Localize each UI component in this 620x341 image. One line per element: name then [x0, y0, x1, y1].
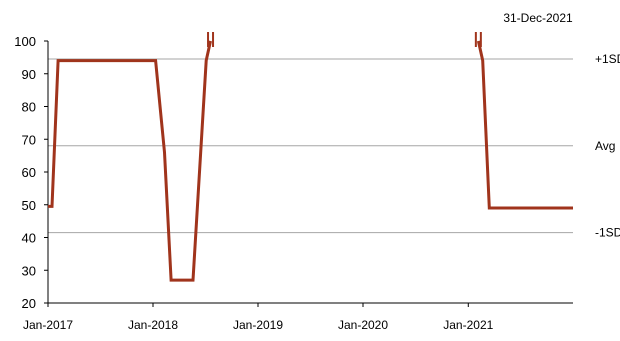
y-tick-label: 40 — [22, 231, 36, 246]
y-tick-label: 80 — [22, 100, 36, 115]
reference-label-minus-1sd: -1SD — [595, 226, 620, 240]
break-marker — [474, 32, 482, 47]
y-tick-label: 30 — [22, 263, 36, 278]
x-tick-label: Jan-2020 — [338, 318, 388, 332]
x-tick-label: Jan-2017 — [23, 318, 73, 332]
y-axis-ticks: 100 90 80 70 60 50 40 30 20 — [14, 34, 48, 311]
axes — [47, 41, 573, 304]
y-tick-label: 100 — [14, 34, 36, 49]
series-line — [48, 40, 212, 282]
y-tick-label: 20 — [22, 296, 36, 311]
reference-lines: +1SD Avg -1SD — [48, 52, 620, 240]
series-line — [476, 40, 573, 210]
y-tick-label: 60 — [22, 165, 36, 180]
date-annotation: 31-Dec-2021 — [503, 11, 573, 25]
x-axis-ticks: Jan-2017 Jan-2018 Jan-2019 Jan-2020 Jan-2021 — [23, 303, 494, 332]
x-tick-label: Jan-2021 — [443, 318, 493, 332]
x-tick-label: Jan-2019 — [233, 318, 283, 332]
y-tick-label: 70 — [22, 132, 36, 147]
break-marker — [207, 32, 215, 47]
y-tick-label: 90 — [22, 67, 36, 82]
x-tick-label: Jan-2018 — [128, 318, 178, 332]
reference-label-plusminus-1sd: +1SD — [595, 52, 620, 66]
reference-label-avg: Avg — [595, 139, 615, 153]
y-tick-label: 50 — [22, 198, 36, 213]
series-group — [48, 32, 573, 282]
